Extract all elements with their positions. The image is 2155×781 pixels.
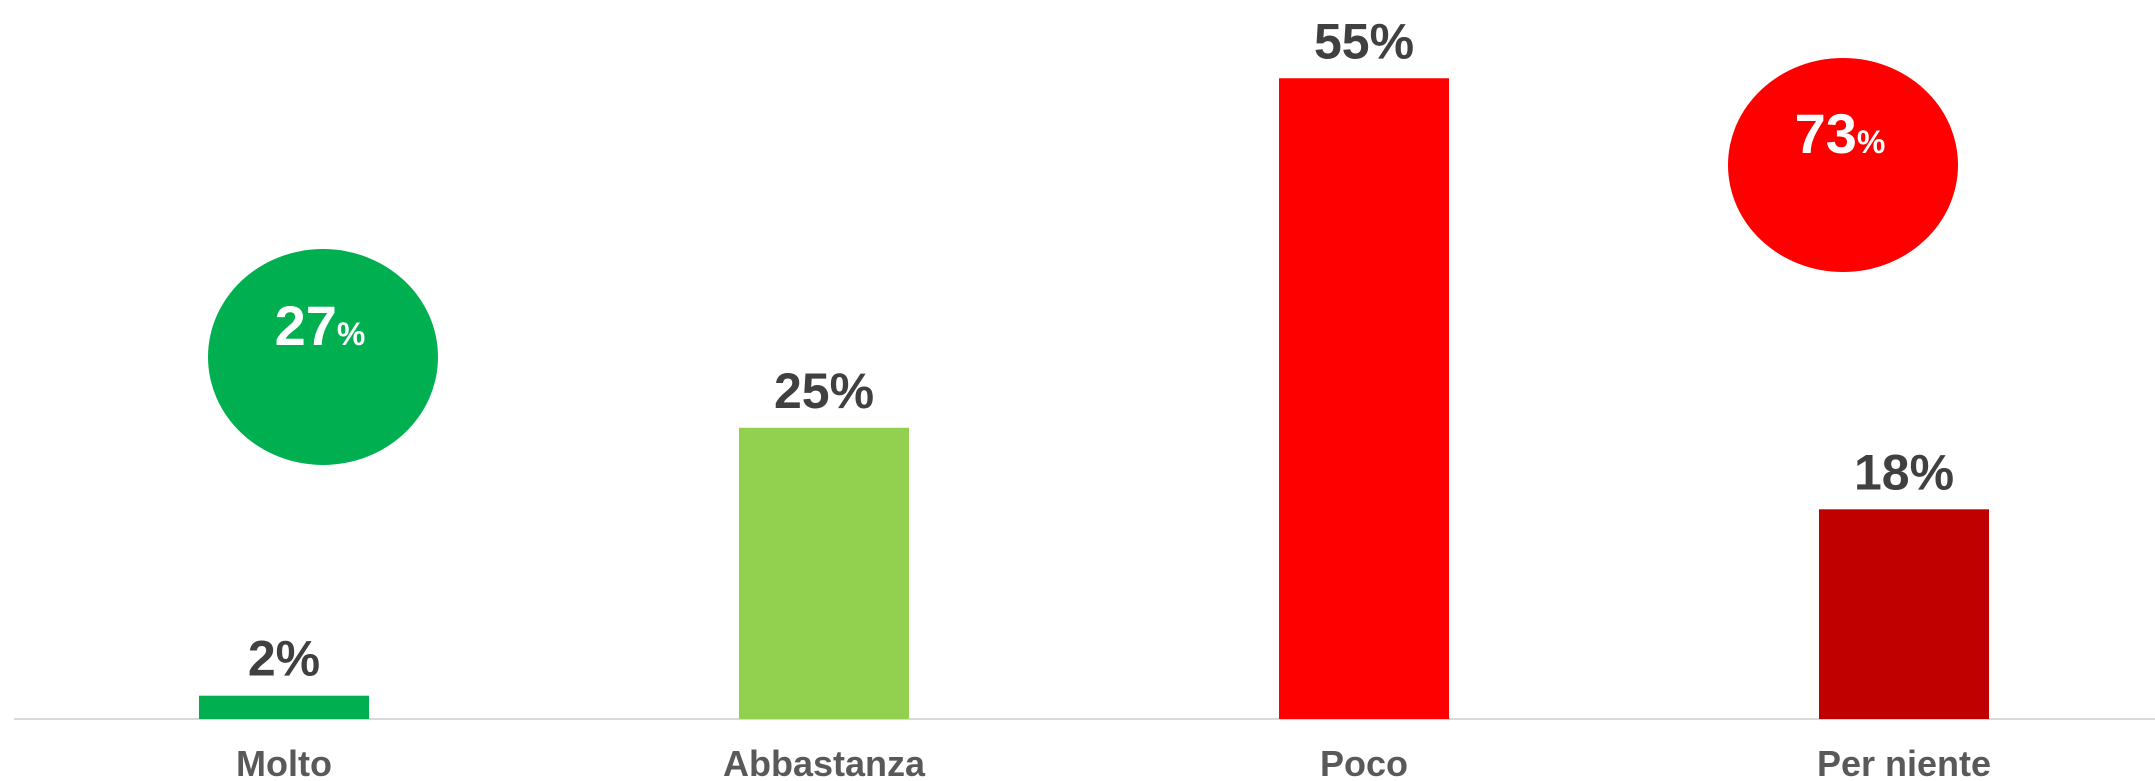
summary-label: 73% (1795, 102, 1886, 165)
x-tick-label: Abbastanza (723, 743, 926, 781)
value-label: 18% (1854, 444, 1954, 500)
bar (1819, 509, 1989, 719)
x-tick-label: Per niente (1817, 743, 1991, 781)
bar (739, 427, 909, 719)
x-tick-label: Molto (236, 743, 332, 781)
summary-bubble (1728, 58, 1958, 272)
summary-bubble (208, 249, 438, 465)
bar (1279, 78, 1449, 719)
value-label: 2% (248, 631, 320, 687)
summary-value: 73 (1795, 102, 1857, 165)
summary-value: 27 (275, 294, 337, 357)
value-label: 55% (1314, 13, 1414, 69)
x-tick-label: Poco (1320, 743, 1408, 781)
bar (199, 695, 369, 719)
summary-label: 27% (275, 294, 366, 357)
summary-unit: % (1857, 124, 1885, 160)
summary-unit: % (337, 316, 365, 352)
value-label: 25% (774, 363, 874, 419)
